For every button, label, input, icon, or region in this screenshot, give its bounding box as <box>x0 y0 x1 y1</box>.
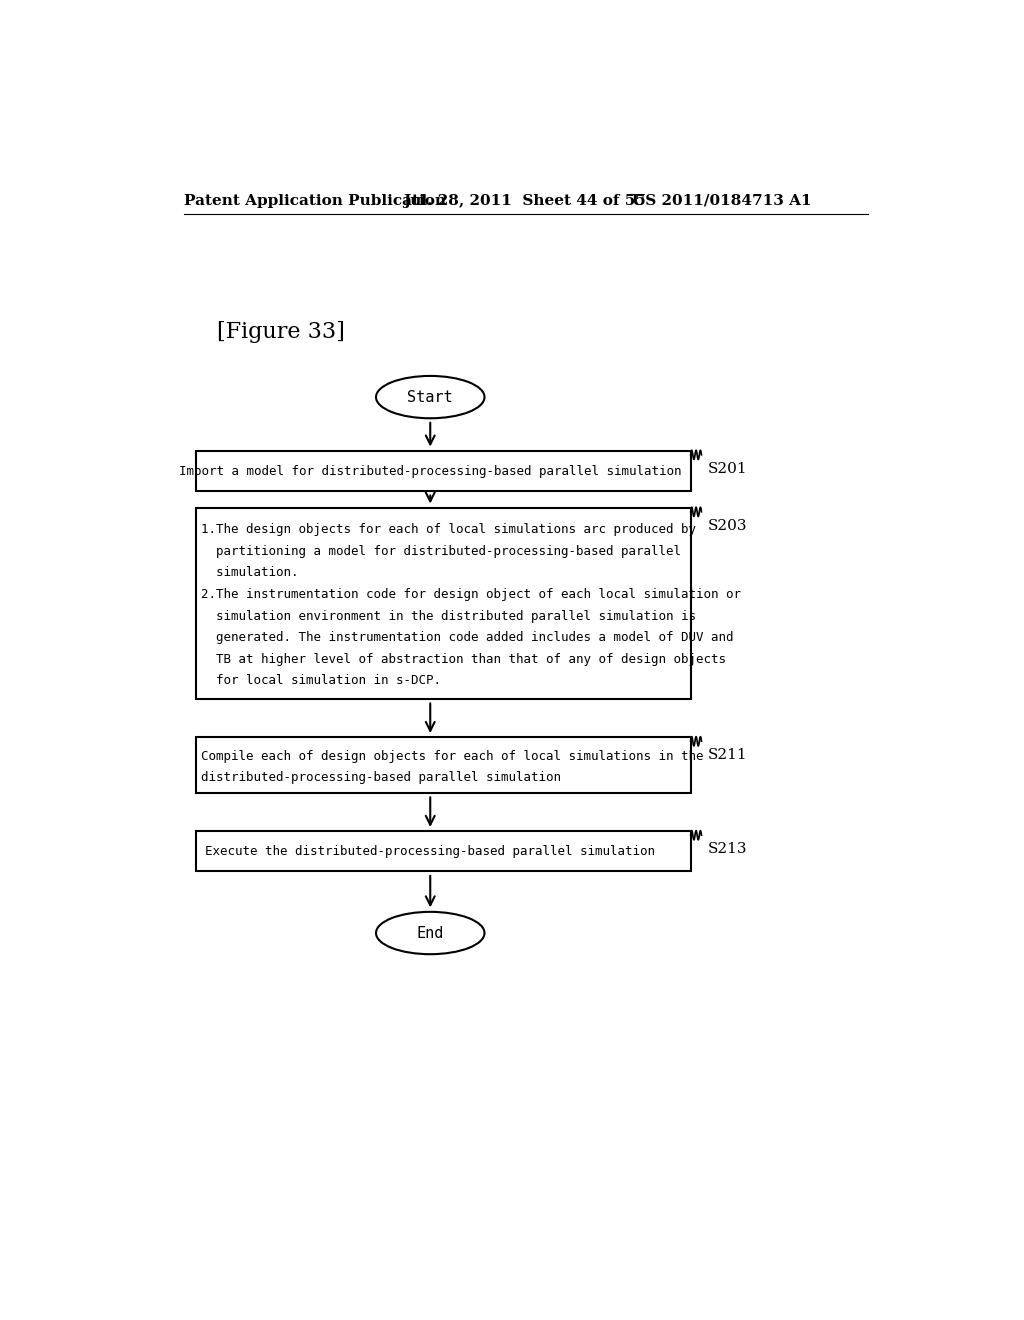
Text: Execute the distributed-processing-based parallel simulation: Execute the distributed-processing-based… <box>205 845 655 858</box>
Text: S203: S203 <box>708 519 748 533</box>
Text: End: End <box>417 925 444 941</box>
Text: S213: S213 <box>708 842 748 857</box>
FancyBboxPatch shape <box>197 508 690 700</box>
Text: Start: Start <box>408 389 453 405</box>
Text: generated. The instrumentation code added includes a model of DUV and: generated. The instrumentation code adde… <box>201 631 733 644</box>
Text: [Figure 33]: [Figure 33] <box>217 321 345 343</box>
Text: simulation.: simulation. <box>201 566 298 579</box>
FancyBboxPatch shape <box>197 738 690 793</box>
Text: distributed-processing-based parallel simulation: distributed-processing-based parallel si… <box>201 771 561 784</box>
Text: for local simulation in s-DCP.: for local simulation in s-DCP. <box>201 675 441 688</box>
Ellipse shape <box>376 912 484 954</box>
Text: S201: S201 <box>708 462 748 475</box>
Text: S211: S211 <box>708 748 748 762</box>
Text: Import a model for distributed-processing-based parallel simulation: Import a model for distributed-processin… <box>179 465 682 478</box>
Text: simulation environment in the distributed parallel simulation is: simulation environment in the distribute… <box>201 610 696 623</box>
Text: TB at higher level of abstraction than that of any of design objects: TB at higher level of abstraction than t… <box>201 653 726 665</box>
Text: partitioning a model for distributed-processing-based parallel: partitioning a model for distributed-pro… <box>201 545 681 558</box>
FancyBboxPatch shape <box>197 832 690 871</box>
Text: Compile each of design objects for each of local simulations in the: Compile each of design objects for each … <box>201 750 703 763</box>
Ellipse shape <box>376 376 484 418</box>
Text: 1.The design objects for each of local simulations arc produced by: 1.The design objects for each of local s… <box>201 524 696 536</box>
Text: Jul. 28, 2011  Sheet 44 of 55: Jul. 28, 2011 Sheet 44 of 55 <box>403 194 646 207</box>
FancyBboxPatch shape <box>197 451 690 491</box>
Text: 2.The instrumentation code for design object of each local simulation or: 2.The instrumentation code for design ob… <box>201 589 740 601</box>
Text: US 2011/0184713 A1: US 2011/0184713 A1 <box>632 194 811 207</box>
Text: Patent Application Publication: Patent Application Publication <box>183 194 445 207</box>
